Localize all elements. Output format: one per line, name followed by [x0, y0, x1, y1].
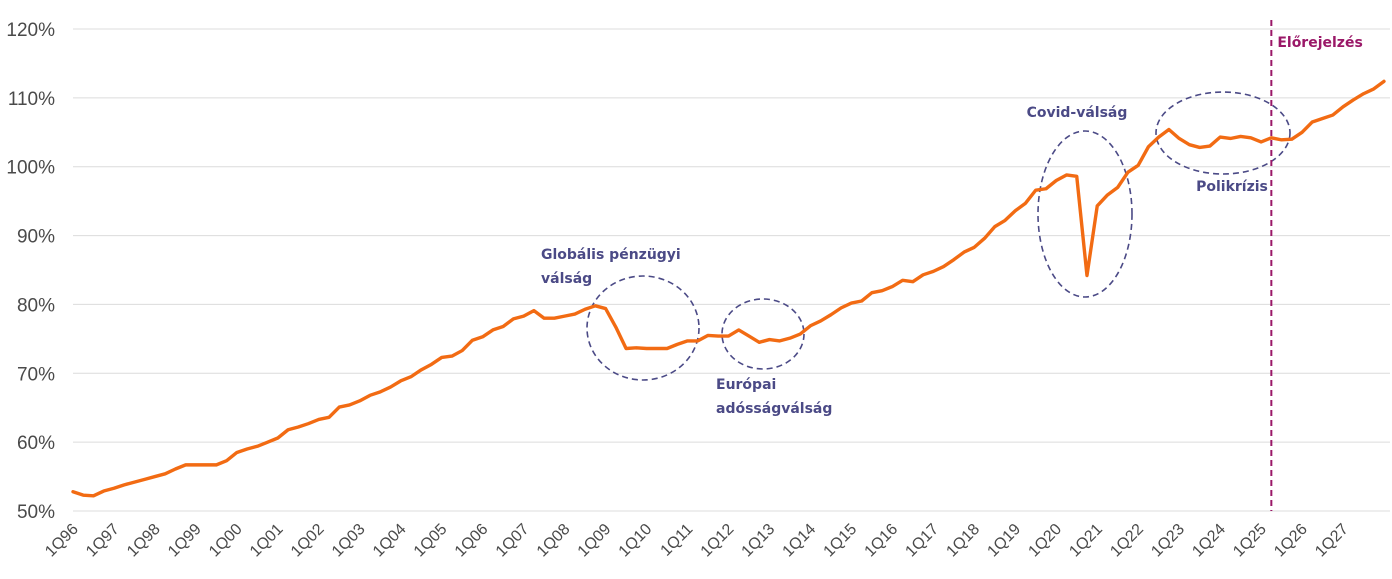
forecast-label: Előrejelzés: [1277, 35, 1362, 51]
x-tick-label: 1Q16: [862, 521, 902, 561]
annotations: Globális pénzügyi válság Európai adósságvál…: [541, 105, 1268, 417]
annotation-line: Covid-válság: [1027, 105, 1128, 121]
y-tick-label: 110%: [8, 89, 55, 110]
x-tick-label: 1Q98: [124, 521, 164, 561]
x-tick-label: 1Q03: [329, 521, 369, 561]
x-tick-label: 1Q06: [452, 521, 492, 561]
annotation-gfc: Globális pénzügyi válság: [541, 247, 681, 287]
annotation-line: válság: [541, 271, 592, 287]
x-tick-label: 1Q05: [411, 521, 451, 561]
x-tick-label: 1Q08: [534, 521, 574, 561]
x-tick-label: 1Q25: [1230, 521, 1270, 561]
forecast-marker: Előrejelzés: [1270, 20, 1363, 511]
series-line: [71, 79, 1386, 498]
annotation-line: adósságválság: [716, 401, 832, 417]
euro-crisis-circle: [721, 298, 805, 370]
y-tick-label: 70%: [17, 364, 55, 385]
x-tick-label: 1Q19: [984, 521, 1024, 561]
annotation-covid: Covid-válság: [1027, 105, 1128, 121]
x-tick-label: 1Q99: [165, 521, 205, 561]
x-tick-label: 1Q27: [1312, 521, 1352, 561]
x-tick-label: 1Q18: [943, 521, 983, 561]
gfc-circle: [586, 275, 700, 381]
y-tick-label: 80%: [17, 295, 55, 316]
x-tick-label: 1Q14: [780, 521, 820, 561]
y-tick-label: 90%: [17, 227, 55, 248]
y-tick-label: 100%: [6, 158, 55, 179]
x-tick-label: 1Q20: [1025, 521, 1065, 561]
x-tick-label: 1Q24: [1189, 521, 1229, 561]
polycrisis-circle: [1155, 91, 1291, 175]
x-tick-label: 1Q09: [575, 521, 615, 561]
annotation-line: Európai: [716, 377, 776, 393]
gridlines: [73, 28, 1390, 512]
x-tick-label: 1Q10: [616, 521, 656, 561]
x-tick-label: 1Q26: [1271, 521, 1311, 561]
x-tick-label: 1Q21: [1066, 521, 1106, 561]
series-group: [71, 79, 1386, 498]
y-tick-label: 60%: [17, 433, 55, 454]
y-tick-label: 50%: [17, 502, 55, 523]
x-tick-label: 1Q02: [288, 521, 328, 561]
y-axis-ticks: 50% 60% 70% 80% 90% 100% 110% 120%: [6, 20, 55, 523]
x-tick-label: 1Q22: [1107, 521, 1147, 561]
annotation-line: Globális pénzügyi: [541, 247, 681, 263]
x-tick-label: 1Q97: [83, 521, 123, 561]
x-tick-label: 1Q15: [821, 521, 861, 561]
x-tick-label: 1Q13: [739, 521, 779, 561]
x-tick-label: 1Q11: [658, 521, 697, 560]
x-tick-label: 1Q07: [493, 521, 533, 561]
y-tick-label: 120%: [6, 20, 55, 41]
x-tick-label: 1Q96: [42, 521, 82, 561]
annotation-euro: Európai adósságválság: [716, 377, 832, 417]
x-tick-label: 1Q01: [247, 521, 287, 561]
x-axis-ticks: 1Q96 1Q97 1Q98 1Q99 1Q00 1Q01 1Q02 1Q03 1Q04 1Q05…: [42, 521, 1352, 561]
x-tick-label: 1Q04: [370, 521, 410, 561]
x-tick-label: 1Q12: [698, 521, 738, 561]
crisis-circles: [586, 91, 1291, 381]
x-tick-label: 1Q00: [206, 521, 246, 561]
covid-circle: [1037, 130, 1133, 298]
x-tick-label: 1Q23: [1148, 521, 1188, 561]
annotation-line: Polikrízis: [1196, 179, 1268, 195]
x-tick-label: 1Q17: [902, 521, 942, 561]
annotation-poly: Polikrízis: [1196, 179, 1268, 195]
